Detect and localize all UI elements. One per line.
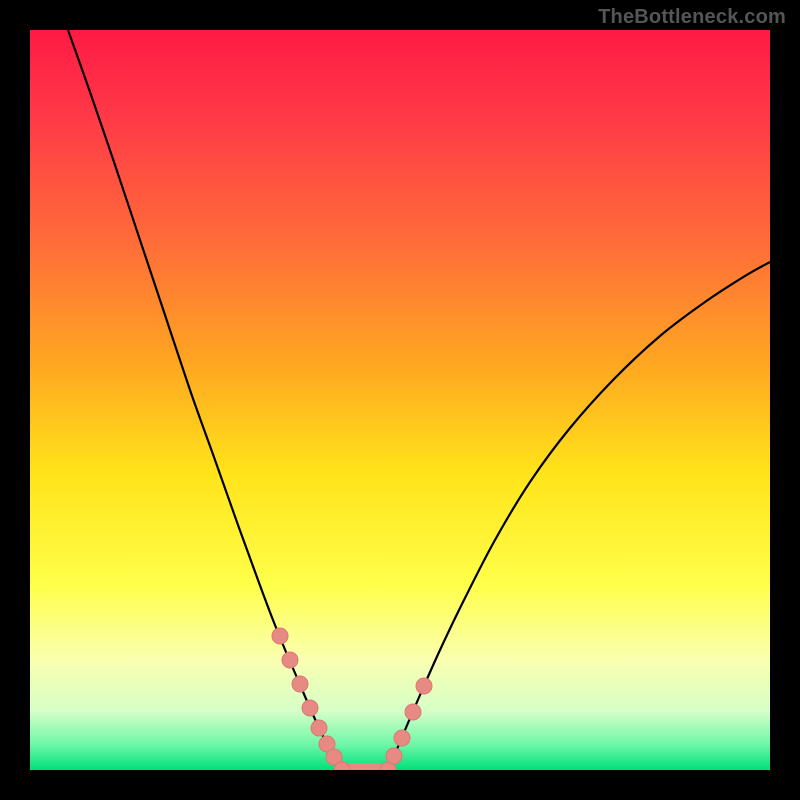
marker-dot xyxy=(272,628,288,644)
marker-dot xyxy=(302,700,318,716)
gradient-background xyxy=(30,30,770,770)
chart-plot-area xyxy=(30,30,770,770)
bottleneck-chart xyxy=(30,30,770,770)
marker-dot xyxy=(292,676,308,692)
marker-dot xyxy=(282,652,298,668)
marker-dot xyxy=(311,720,327,736)
marker-dot xyxy=(405,704,421,720)
marker-dot xyxy=(386,748,402,764)
marker-dot xyxy=(416,678,432,694)
watermark-text: TheBottleneck.com xyxy=(598,6,786,29)
marker-dot xyxy=(394,730,410,746)
